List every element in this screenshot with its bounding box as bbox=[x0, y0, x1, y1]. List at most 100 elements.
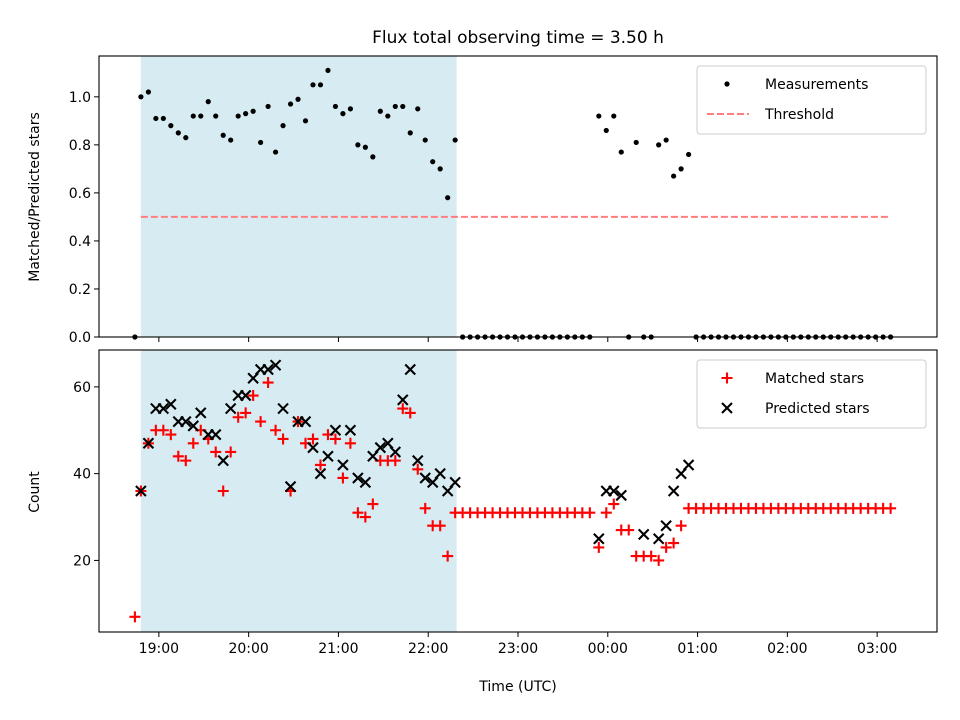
predicted-star-point bbox=[284, 480, 297, 493]
measurement-point bbox=[663, 137, 669, 143]
predicted-star-point bbox=[660, 519, 672, 532]
matched-star-point bbox=[307, 433, 319, 445]
matched-star-point bbox=[675, 520, 687, 532]
predicted-star-point bbox=[652, 532, 665, 545]
y-tick-label: 0.2 bbox=[69, 282, 91, 298]
matched-star-point bbox=[180, 455, 192, 467]
legend-label: Predicted stars bbox=[765, 401, 870, 417]
matched-star-point bbox=[240, 407, 252, 419]
x-tick-label: 03:00 bbox=[857, 641, 897, 657]
x-tick-label: 21:00 bbox=[318, 641, 358, 657]
predicted-star-point bbox=[434, 467, 446, 480]
matched-star-point bbox=[225, 446, 237, 458]
matched-star-point bbox=[608, 498, 620, 510]
predicted-star-point bbox=[307, 441, 319, 454]
measurement-point bbox=[160, 115, 166, 122]
measurement-point bbox=[452, 137, 458, 143]
matched-star-point bbox=[277, 433, 289, 445]
matched-star-point bbox=[247, 390, 259, 402]
x-tick-label: 22:00 bbox=[408, 641, 448, 657]
measurement-point bbox=[205, 99, 211, 105]
matched-star-point bbox=[367, 498, 379, 510]
predicted-star-point bbox=[209, 428, 222, 441]
matched-star-point bbox=[187, 437, 199, 449]
legend-label: Threshold bbox=[764, 107, 834, 123]
measurement-point bbox=[265, 103, 271, 110]
predicted-star-point bbox=[299, 415, 312, 428]
measurement-point bbox=[280, 123, 286, 129]
matched-star-point bbox=[255, 416, 267, 428]
matched-star-point bbox=[262, 377, 274, 389]
measurement-point bbox=[250, 108, 256, 114]
matched-star-point bbox=[217, 485, 229, 497]
measurement-point bbox=[407, 130, 413, 136]
predicted-star-point bbox=[389, 446, 402, 458]
predicted-star-point bbox=[157, 402, 170, 415]
legend: Measurements Threshold bbox=[696, 65, 927, 135]
measurement-point bbox=[228, 137, 234, 143]
matched-star-point bbox=[623, 524, 635, 536]
measurement-point bbox=[340, 111, 346, 117]
predicted-star-point bbox=[615, 489, 627, 502]
matched-star-point bbox=[600, 507, 612, 519]
legend-label: Measurements bbox=[765, 77, 868, 93]
y-tick-label: 0.4 bbox=[69, 234, 91, 250]
matched-star-point bbox=[668, 537, 680, 549]
top-title: Flux total observing time = 3.50 h bbox=[372, 28, 664, 48]
measurement-point bbox=[332, 103, 339, 110]
matched-star-point bbox=[329, 433, 341, 445]
legend-marker bbox=[724, 81, 730, 87]
measurement-point bbox=[325, 67, 331, 74]
legend-marker bbox=[721, 402, 733, 414]
matched-star-point bbox=[412, 463, 424, 475]
matched-star-point bbox=[344, 437, 356, 449]
predicted-star-point bbox=[165, 398, 177, 410]
predicted-star-point bbox=[608, 485, 620, 497]
matched-star-point bbox=[270, 424, 282, 436]
measurement-point bbox=[168, 123, 174, 129]
top-ylabel: Matched/Predicted stars bbox=[27, 112, 43, 282]
bottom-ylabel: Count bbox=[27, 471, 43, 513]
x-tick-label: 02:00 bbox=[767, 641, 807, 657]
matched-star-point bbox=[232, 411, 244, 423]
predicted-star-point bbox=[397, 394, 409, 406]
legend-box bbox=[696, 359, 927, 429]
matched-star-point bbox=[172, 450, 184, 462]
matched-star-point bbox=[397, 403, 409, 415]
matched-star-point bbox=[359, 511, 371, 523]
measurement-point bbox=[445, 195, 451, 201]
measurement-point bbox=[138, 94, 144, 100]
measurement-point bbox=[437, 166, 443, 172]
matched-star-point bbox=[645, 550, 657, 562]
measurement-point bbox=[153, 115, 159, 122]
predicted-star-point bbox=[344, 424, 357, 437]
y-tick-label: 40 bbox=[73, 467, 91, 483]
measurement-point bbox=[415, 106, 421, 112]
x-tick-label: 23:00 bbox=[498, 641, 538, 657]
top-panel: 0.0 0.2 0.4 0.6 0.8 1.0 Measurements Threshold bbox=[69, 55, 938, 346]
predicted-star-point bbox=[187, 420, 200, 432]
measurement-point bbox=[258, 139, 264, 146]
matched-star-point bbox=[210, 446, 222, 458]
legend-label: Matched stars bbox=[765, 371, 864, 387]
measurement-point bbox=[317, 82, 324, 88]
matched-star-point bbox=[442, 550, 454, 562]
measurement-point bbox=[287, 101, 294, 107]
measurement-point bbox=[145, 89, 151, 95]
matched-star-point bbox=[653, 554, 665, 566]
predicted-star-point bbox=[269, 359, 282, 371]
measurement-point bbox=[213, 113, 219, 119]
predicted-star-point bbox=[224, 402, 237, 415]
matched-star-point bbox=[165, 429, 177, 441]
measurement-point bbox=[671, 173, 677, 179]
measurement-point bbox=[190, 113, 196, 119]
measurement-point bbox=[235, 113, 241, 119]
bottom-xlabel: Time (UTC) bbox=[478, 679, 556, 695]
y-tick-label: 0.8 bbox=[69, 138, 91, 154]
y-tick-label: 1.0 bbox=[69, 90, 91, 106]
bottom-panel: 20 40 60 19:00 20:00 21:00 22:00 23:00 00:00 01:0… bbox=[73, 349, 938, 657]
predicted-star-point bbox=[352, 472, 364, 484]
predicted-star-point bbox=[682, 459, 695, 471]
x-tick-label: 19:00 bbox=[139, 641, 179, 657]
